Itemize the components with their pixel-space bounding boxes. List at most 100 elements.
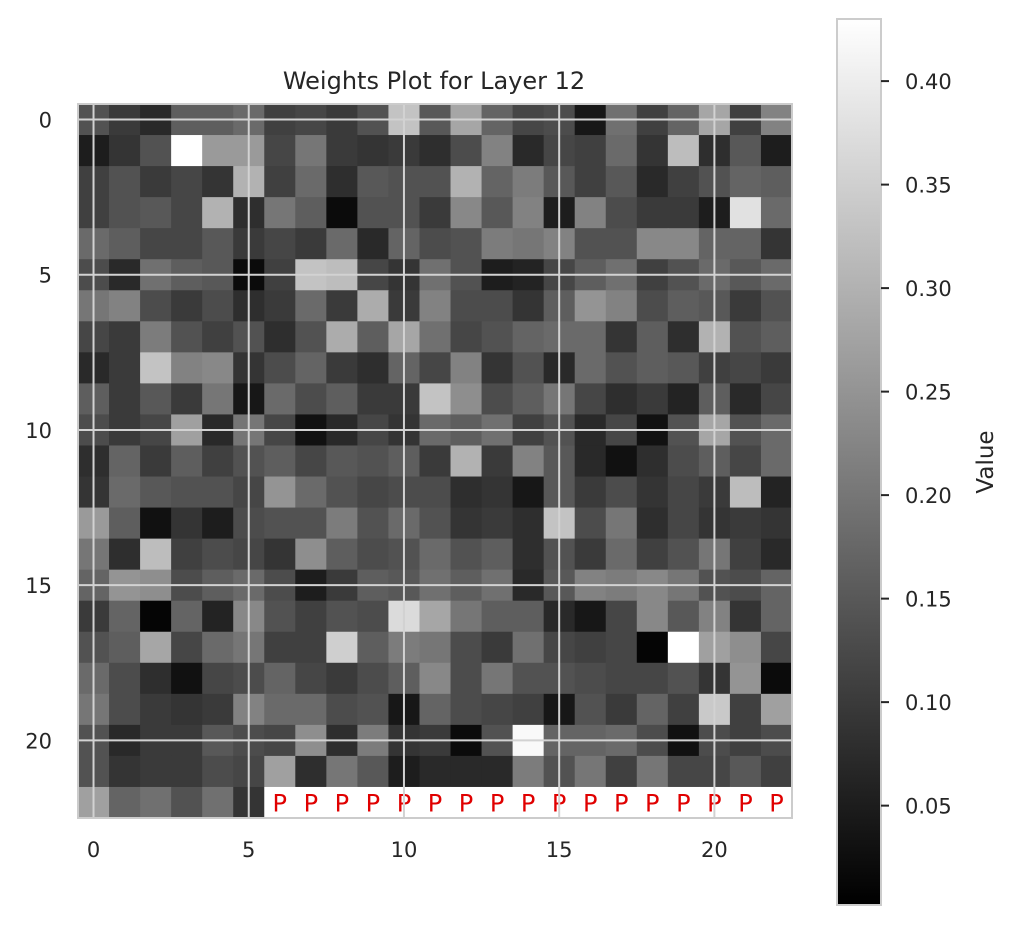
heatmap-cell [171, 197, 203, 229]
heatmap-cell [357, 166, 390, 198]
heatmap-cell [636, 290, 669, 322]
heatmap-cell [667, 445, 700, 478]
heatmap-cell [202, 166, 234, 198]
heatmap-cell [450, 755, 483, 788]
heatmap-cell [295, 631, 327, 664]
heatmap-cell [760, 228, 793, 260]
y-axis: 0 5 10 15 20 [25, 109, 52, 754]
heatmap-cell [512, 197, 545, 229]
heatmap-cell [171, 135, 203, 167]
heatmap-cell [109, 507, 141, 540]
heatmap-cell [512, 476, 545, 509]
heatmap-cell [326, 538, 358, 571]
heatmap-cell [512, 166, 545, 198]
heatmap-cell [729, 352, 762, 384]
heatmap-cell [109, 197, 141, 229]
heatmap-cell [419, 600, 452, 633]
heatmap-cell [574, 383, 607, 416]
heatmap-cell [171, 538, 203, 571]
heatmap-cell [171, 445, 203, 478]
heatmap-cell [605, 538, 638, 571]
heatmap-cell [574, 693, 607, 726]
heatmap-cell [264, 445, 296, 478]
heatmap-cell [140, 228, 172, 260]
heatmap-cell [326, 352, 358, 384]
heatmap-cell [171, 755, 203, 788]
heatmap-cell [419, 166, 452, 198]
heatmap-cell [760, 166, 793, 198]
heatmap-cell [729, 755, 762, 788]
heatmap-cell [171, 631, 203, 664]
heatmap-cell [295, 321, 327, 353]
heatmap-cell [636, 321, 669, 353]
y-tick-label: 0 [39, 109, 52, 133]
heatmap-cell [450, 445, 483, 478]
heatmap-cell [171, 600, 203, 633]
heatmap-cell [512, 662, 545, 695]
heatmap-cell [636, 507, 669, 540]
heatmap-cell [264, 538, 296, 571]
heatmap-cell [202, 507, 234, 540]
heatmap-cell [419, 352, 452, 384]
heatmap-cell [295, 290, 327, 322]
heatmap-cell [729, 693, 762, 726]
heatmap-cell [605, 135, 638, 167]
gridlines [78, 104, 792, 818]
heatmap-cell [357, 321, 390, 353]
padding-marker: P [521, 789, 535, 817]
heatmap-cell [295, 600, 327, 633]
heatmap-cell [109, 631, 141, 664]
heatmap-cell [481, 693, 514, 726]
heatmap-cell [202, 321, 234, 353]
heatmap-cell [667, 352, 700, 384]
heatmap-cell [357, 383, 390, 416]
heatmap-cell [109, 321, 141, 353]
heatmap-cell [574, 197, 607, 229]
heatmap-cell [574, 662, 607, 695]
heatmap-cell [450, 135, 483, 167]
padding-markers: PPPPPPPPPPPPPPPPP [273, 789, 784, 817]
heatmap-cell [109, 600, 141, 633]
colorbar: 0.05 0.10 0.15 0.20 0.25 0.30 0.35 0.40 Value [836, 18, 999, 906]
heatmap-cell [605, 755, 638, 788]
heatmap-cell [295, 538, 327, 571]
heatmap-cell [760, 476, 793, 509]
heatmap-cell [450, 228, 483, 260]
heatmap-cell [574, 538, 607, 571]
heatmap-cell [202, 228, 234, 260]
colorbar-tick-label: 0.40 [905, 70, 952, 94]
heatmap-cell [636, 166, 669, 198]
heatmap-cell [171, 507, 203, 540]
heatmap-cell [760, 383, 793, 416]
heatmap-cell [574, 476, 607, 509]
heatmap-cell [419, 662, 452, 695]
heatmap-cell [512, 631, 545, 664]
heatmap-cell [140, 786, 172, 819]
heatmap-cell [202, 631, 234, 664]
heatmap-cell [729, 600, 762, 633]
heatmap-cell [481, 445, 514, 478]
heatmap-cell [605, 197, 638, 229]
heatmap-cell [140, 507, 172, 540]
heatmap-cell [481, 631, 514, 664]
heatmap-cell [729, 476, 762, 509]
heatmap-cell [264, 352, 296, 384]
heatmap-cell [264, 476, 296, 509]
heatmap-cell [109, 352, 141, 384]
heatmap-cell [605, 383, 638, 416]
heatmap-cell [574, 600, 607, 633]
heatmap-cell [760, 631, 793, 664]
heatmap-cell [667, 166, 700, 198]
heatmap-cell [574, 166, 607, 198]
heatmap-cell [512, 445, 545, 478]
heatmap-cell [202, 197, 234, 229]
x-tick-label: 5 [242, 838, 255, 862]
heatmap-cell [667, 197, 700, 229]
heatmap-cell [512, 290, 545, 322]
heatmap-cell [729, 507, 762, 540]
heatmap-cell [667, 631, 700, 664]
heatmap-cell [171, 662, 203, 695]
heatmap-cell [574, 321, 607, 353]
x-tick-label: 10 [391, 838, 418, 862]
heatmap-cell [729, 135, 762, 167]
